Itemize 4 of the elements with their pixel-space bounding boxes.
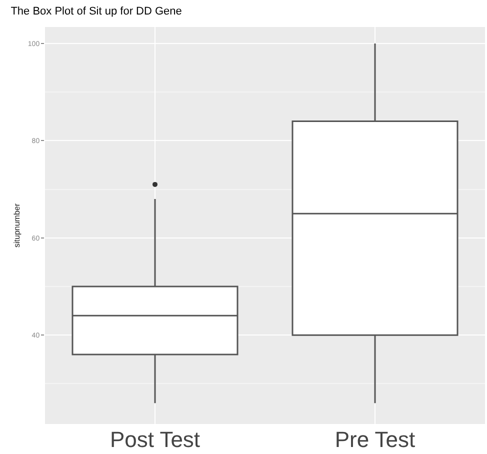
x-tick-label: Post Test bbox=[110, 427, 200, 452]
y-axis-title: situpnumber bbox=[12, 203, 22, 248]
chart-title: The Box Plot of Sit up for DD Gene bbox=[10, 6, 182, 18]
x-tick-label: Pre Test bbox=[334, 427, 416, 452]
